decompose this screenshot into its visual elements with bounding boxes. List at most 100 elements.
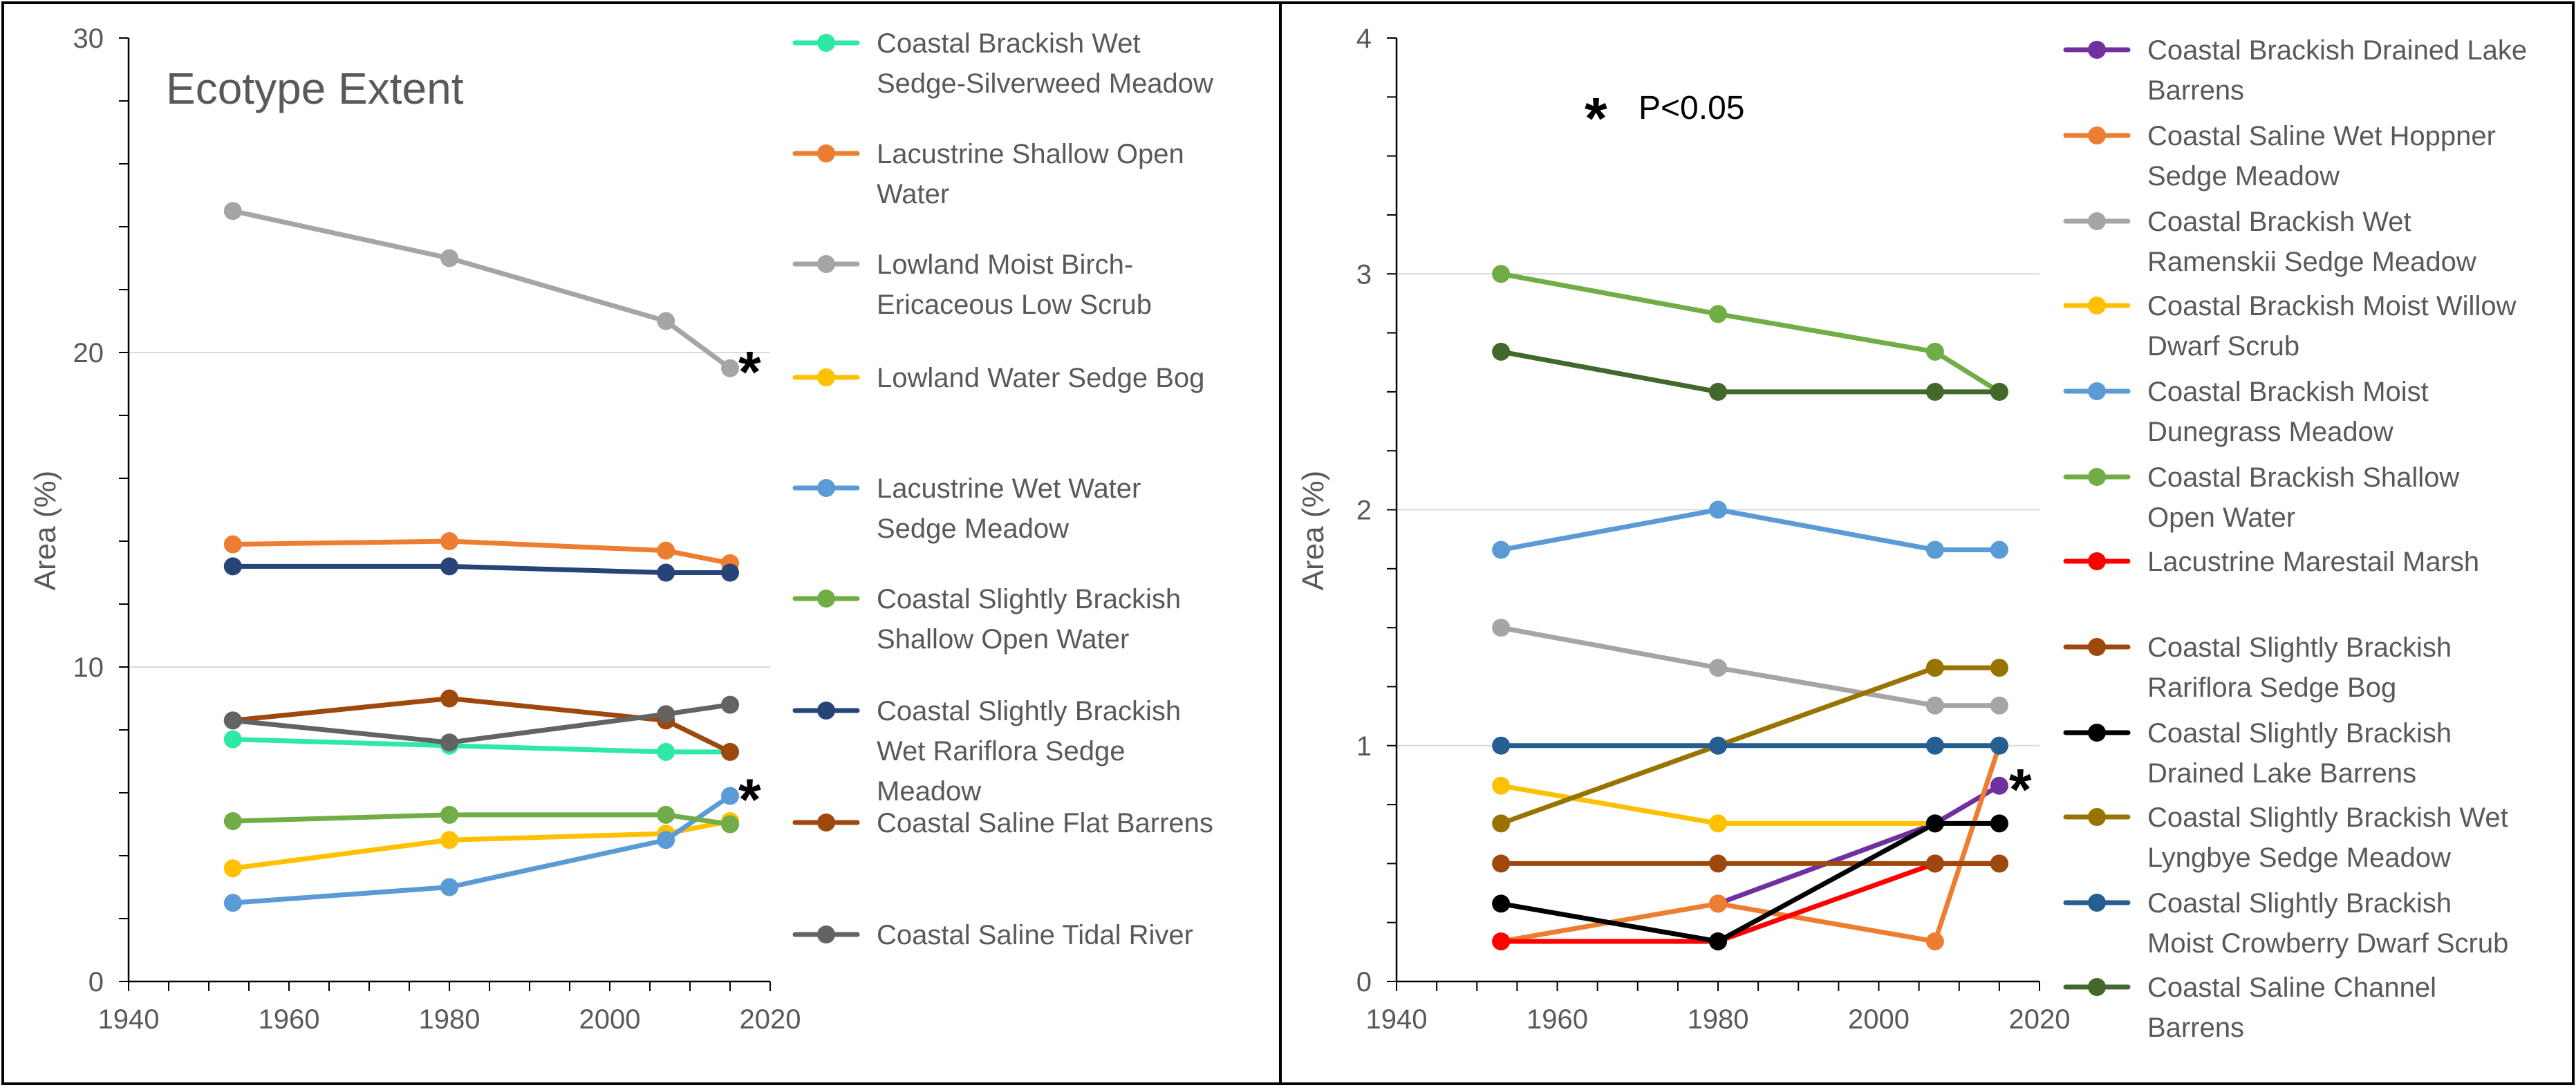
x-tick-label: 2000 (579, 1004, 641, 1035)
significance-asterisk: * (738, 767, 761, 832)
y-tick-label: 1 (1356, 731, 1372, 762)
data-point (1925, 736, 1944, 755)
data-point (440, 805, 458, 824)
legend-label: Coastal Brackish Wet (877, 28, 1141, 59)
series-line (1498, 820, 2002, 944)
legend-label: Shallow Open Water (877, 624, 1129, 655)
legend-label: Coastal Slightly Brackish Wet (2147, 802, 2508, 833)
series-line (1498, 349, 2002, 395)
legend-swatch-marker (817, 702, 835, 720)
legend-label: Moist Crowberry Dwarf Scrub (2147, 928, 2508, 959)
x-tick-label: 1940 (1366, 1004, 1428, 1035)
data-point (440, 557, 458, 576)
data-point (440, 878, 458, 896)
data-point (223, 535, 242, 554)
legend-label: Coastal Brackish Drained Lake (2147, 35, 2527, 66)
data-point (223, 730, 242, 749)
y-tick-label: 4 (1356, 24, 1372, 54)
data-point (440, 532, 458, 550)
legend-swatch-marker (2088, 468, 2106, 486)
data-point (1925, 696, 1944, 715)
significance-asterisk: * (738, 339, 761, 404)
legend-label: Coastal Brackish Shallow (2147, 462, 2459, 493)
data-point (1492, 776, 1511, 795)
legend-swatch-marker (2088, 638, 2106, 656)
data-point (1990, 696, 2008, 715)
legend-label: Sedge Meadow (877, 514, 1069, 544)
legend-swatch-marker (817, 34, 835, 52)
legend-label: Coastal Brackish Moist Willow (2147, 291, 2517, 321)
legend-label: Coastal Slightly Brackish (877, 696, 1181, 726)
legend-label: Coastal Slightly Brackish (2147, 632, 2452, 663)
y-tick-label: 0 (88, 967, 104, 997)
data-point (1990, 814, 2008, 833)
legend-swatch-marker (2088, 808, 2106, 826)
series-line (230, 538, 733, 566)
data-point (721, 787, 739, 805)
data-point (440, 831, 458, 849)
annotation-asterisk: * (1585, 86, 1607, 151)
y-tick-label: 2 (1356, 496, 1372, 526)
data-point (1492, 932, 1511, 950)
data-point (657, 312, 675, 330)
legend-label: Coastal Slightly Brackish (2147, 718, 2452, 749)
annotation-text: P<0.05 (1639, 90, 1744, 126)
series-line (230, 737, 733, 755)
data-point (1925, 541, 1944, 559)
x-tick-label: 1980 (419, 1004, 480, 1035)
data-point (223, 811, 242, 830)
legend-label: Drained Lake Barrens (2147, 758, 2416, 789)
data-point (657, 805, 675, 824)
data-point (657, 705, 675, 724)
data-point (1709, 382, 1727, 401)
y-axis-label: Area (%) (1296, 471, 1330, 591)
legend-label: Lowland Moist Birch- (877, 250, 1133, 280)
legend-label: Coastal Slightly Brackish (2147, 888, 2452, 919)
x-tick-label: 2020 (740, 1004, 801, 1035)
chart-panel-left: 1940 1960 1980 2000 2020 0 10 20 30 Area (%) Ecoty… (28, 24, 1213, 1035)
legend-label: Coastal Saline Tidal River (877, 920, 1193, 950)
data-point (1925, 342, 1944, 361)
legend-label: Lacustrine Wet Water (877, 473, 1141, 504)
data-point (657, 541, 675, 560)
data-point (1709, 659, 1727, 677)
series-line (230, 812, 733, 827)
series-line (230, 696, 733, 755)
legend-label: Open Water (2147, 502, 2295, 533)
data-point (223, 202, 242, 220)
y-tick-label: 10 (73, 652, 104, 683)
data-point (1709, 814, 1727, 833)
data-point (657, 831, 675, 849)
legend-swatch-marker (817, 255, 835, 273)
data-point (1709, 500, 1727, 519)
data-point (1492, 814, 1511, 833)
legend-label: Coastal Brackish Wet (2147, 207, 2411, 237)
y-tick-label: 20 (73, 338, 104, 368)
legend-label: Sedge Meadow (2147, 161, 2340, 191)
data-point (1990, 776, 2008, 795)
legend-label: Barrens (2147, 1013, 2244, 1043)
legend-label: Meadow (877, 776, 981, 807)
legend-swatch-marker (817, 925, 835, 943)
legend-label: Lyngbye Sedge Meadow (2147, 843, 2451, 873)
legend-swatch-marker (817, 368, 835, 386)
legend-label: Barrens (2147, 75, 2244, 106)
data-point (1990, 659, 2008, 677)
legend-swatch-marker (2088, 126, 2106, 144)
data-point (1492, 541, 1511, 559)
legend-label: Coastal Saline Channel (2147, 972, 2436, 1003)
legend-swatch-marker (817, 590, 835, 608)
data-point (440, 689, 458, 708)
legend-label: Coastal Saline Wet Hoppner (2147, 121, 2496, 151)
y-tick-label: 0 (1356, 967, 1372, 997)
x-tick-label: 1960 (259, 1004, 320, 1035)
legend-swatch-marker (2088, 978, 2106, 996)
legend-label: Rariflora Sedge Bog (2147, 673, 2396, 703)
data-point (657, 742, 675, 761)
chart-panel-right: 1940 1960 1980 2000 2020 0 1 2 3 4 Area (%) * P<0.05… (1296, 24, 2527, 1043)
data-point (223, 711, 242, 730)
legend-label: Dwarf Scrub (2147, 331, 2299, 361)
legend-swatch-marker (817, 144, 835, 162)
legend-swatch-marker (2088, 894, 2106, 912)
